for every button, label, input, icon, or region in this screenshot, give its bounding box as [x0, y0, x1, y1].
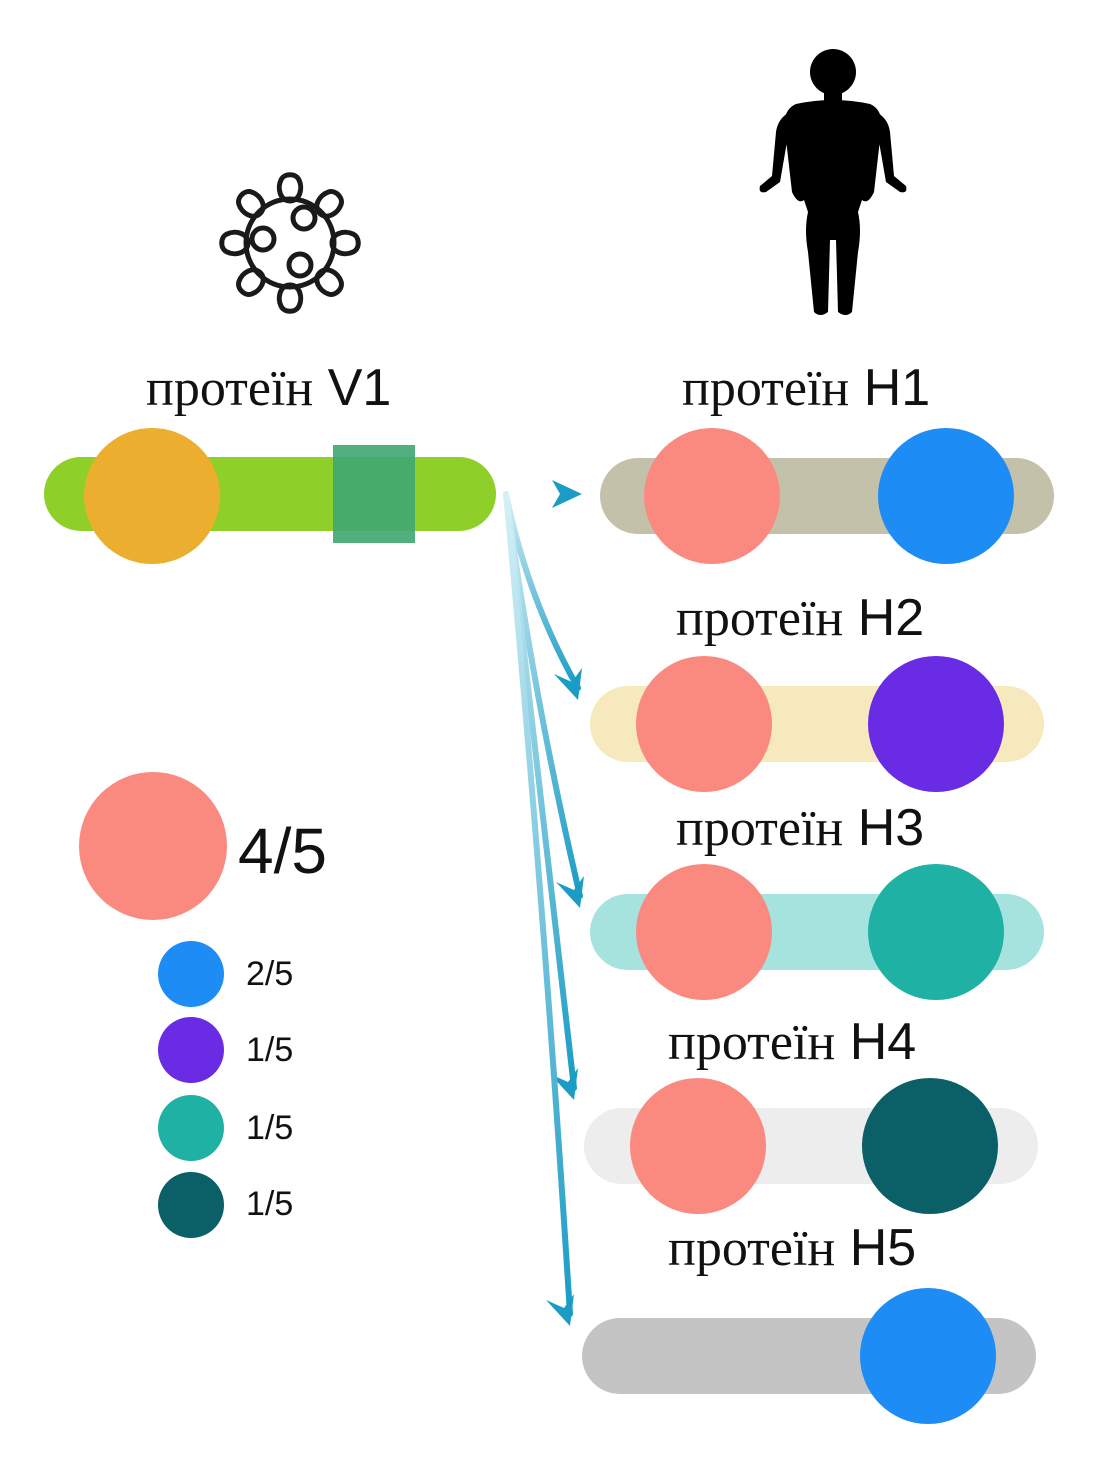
legend-main-fraction: 4/5 [238, 815, 327, 887]
protein-id: H4 [849, 1013, 917, 1071]
protein-id: V1 [327, 359, 392, 417]
protein-word: протеїн [146, 360, 314, 417]
protein-h4-label: протеїн H4 [668, 1012, 916, 1073]
legend-main-circle [79, 772, 227, 920]
protein-h5-right-domain [860, 1288, 996, 1424]
protein-v1-domain-circle [84, 428, 220, 564]
legend-fraction-1: 2/5 [246, 955, 294, 993]
protein-h1-left-domain [644, 428, 780, 564]
arrow-head-icon [550, 1068, 578, 1100]
legend-circle-3 [158, 1095, 224, 1161]
protein-word: протеїн [668, 1014, 836, 1071]
legend-circle-4 [158, 1172, 224, 1238]
protein-id: H3 [857, 799, 925, 857]
protein-h3-right-domain [868, 864, 1004, 1000]
interaction-arrow-line [503, 491, 573, 1317]
protein-h5-label: протеїн H5 [668, 1218, 916, 1279]
protein-h3-label: протеїн H3 [676, 798, 924, 859]
protein-word: протеїн [676, 800, 844, 857]
legend-circle-1 [158, 941, 224, 1007]
protein-h4-right-domain [862, 1078, 998, 1214]
arrow-head-icon [546, 1294, 574, 1326]
protein-h1-label: протеїн H1 [682, 358, 930, 419]
protein-h2-left-domain [636, 656, 772, 792]
protein-v1-label: протеїн V1 [146, 358, 391, 419]
arrow-head-icon [552, 480, 582, 508]
protein-word: протеїн [668, 1220, 836, 1277]
legend-fraction-4: 1/5 [246, 1185, 294, 1223]
protein-h3-left-domain [636, 864, 772, 1000]
legend-circle-2 [158, 1017, 224, 1083]
human-silhouette-icon [759, 49, 907, 315]
interaction-arrows [503, 480, 584, 1326]
protein-id: H5 [849, 1219, 917, 1277]
arrow-head-icon [554, 668, 582, 700]
arrow-head-icon [556, 876, 584, 908]
protein-h4-left-domain [630, 1078, 766, 1214]
protein-h1-right-domain [878, 428, 1014, 564]
protein-h2-label: протеїн H2 [676, 588, 924, 649]
protein-id: H2 [857, 589, 925, 647]
legend-fraction-3: 1/5 [246, 1109, 294, 1147]
virus-icon [219, 172, 361, 314]
protein-word: протеїн [676, 590, 844, 647]
protein-id: H1 [863, 359, 931, 417]
protein-h2-right-domain [868, 656, 1004, 792]
legend-fraction-2: 1/5 [246, 1031, 294, 1069]
protein-v1-domain-square [333, 445, 415, 543]
protein-word: протеїн [682, 360, 850, 417]
